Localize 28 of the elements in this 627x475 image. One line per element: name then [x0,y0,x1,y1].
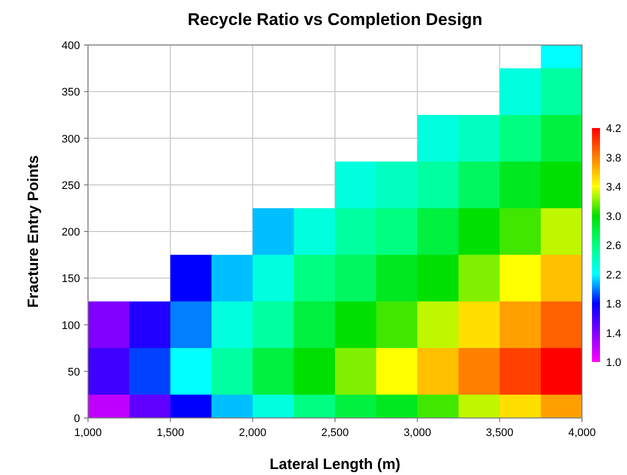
x-tick-label: 2,500 [321,427,349,439]
y-tick-label: 300 [62,133,80,146]
color-bar-label: 3.8 [606,152,622,164]
y-axis-title: Fracture Entry Points [25,155,42,308]
y-tick-label: 150 [62,273,80,286]
y-tick-label: 400 [62,40,80,52]
x-tick-label: 2,000 [238,427,266,439]
color-bar-label: 4.2 [606,123,622,135]
color-bar-label: 1.8 [606,298,622,310]
x-tick-label: 3,500 [486,427,514,439]
y-tick-label: 200 [62,226,80,238]
x-axis-title: Lateral Length (m) [270,456,400,473]
y-tick-label: 50 [68,366,80,378]
color-bar-label: 1.0 [606,357,622,369]
x-tick-label: 4,000 [568,427,596,439]
color-bar-label: 3.4 [606,182,622,194]
y-tick-label: 0 [74,413,80,425]
y-tick-label: 350 [62,86,80,99]
x-tick-label: 1,000 [74,427,102,439]
y-tick-label: 250 [62,180,80,192]
y-tick-label: 100 [62,320,80,332]
color-bar-label: 2.2 [606,269,622,282]
chart-title: Recycle Ratio vs Completion Design [188,10,482,29]
color-bar-label: 2.6 [606,240,622,252]
x-tick-label: 1,500 [156,427,184,439]
color-bar-label: 3.0 [606,210,622,223]
x-tick-label: 3,000 [404,427,432,439]
color-bar-label: 1.4 [606,328,622,340]
